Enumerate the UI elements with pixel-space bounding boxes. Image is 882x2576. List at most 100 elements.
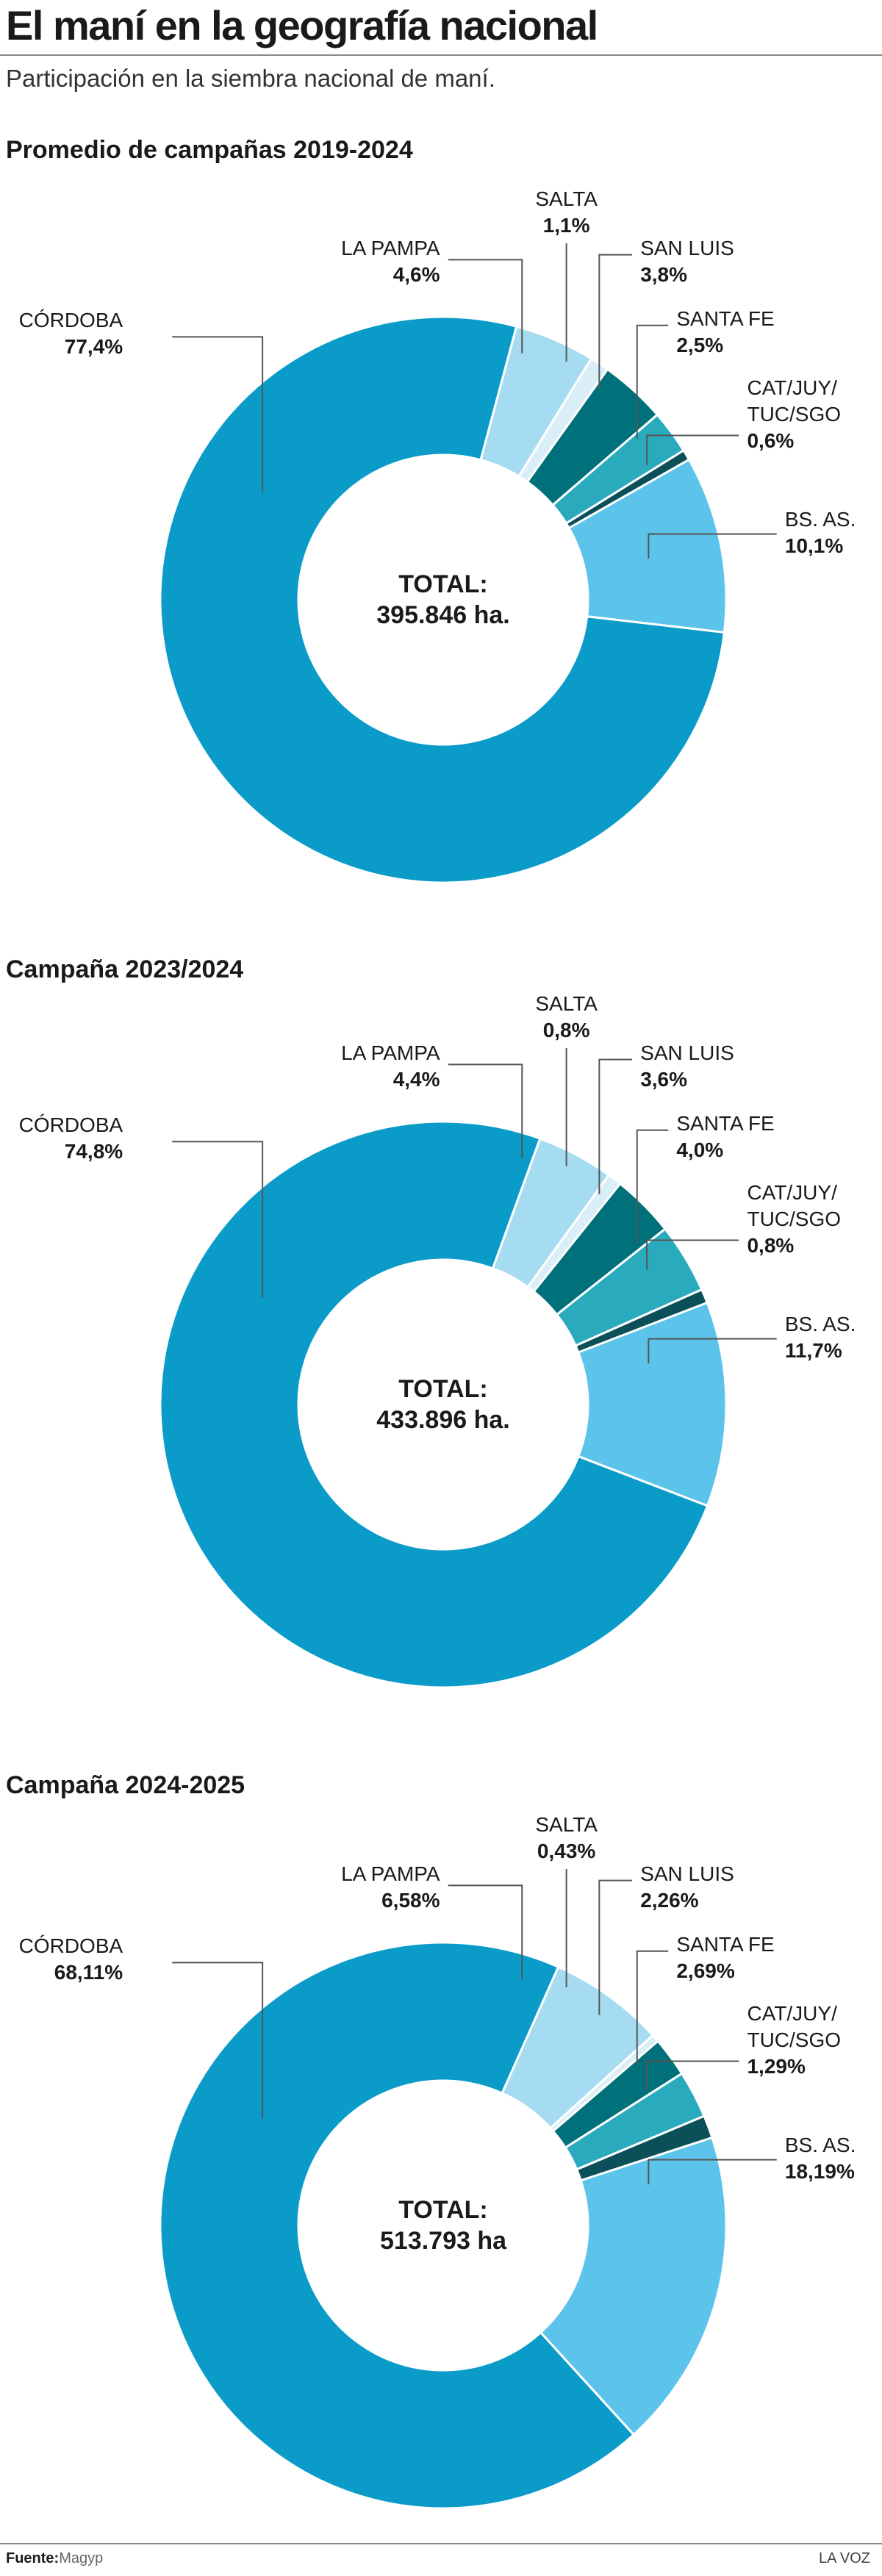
leader-line (646, 1239, 739, 1270)
rule (0, 2543, 882, 2544)
slice-label: SAN LUIS 3,8% (640, 235, 831, 288)
category-name: CÓRDOBA (18, 309, 123, 332)
chart-title: Promedio de campañas 2019-2024 (6, 136, 413, 164)
value-label: 0,8% (542, 1018, 590, 1041)
value-label: 0,43% (537, 1839, 596, 1862)
category-name: SAN LUIS (640, 1862, 734, 1885)
category-name: SAN LUIS (640, 236, 734, 259)
leader-line (448, 1063, 523, 1158)
leader-line (172, 1141, 264, 1298)
value-label: 2,5% (676, 333, 724, 356)
slice-label: BS. AS. 18,19% (785, 2132, 882, 2185)
total-label: TOTAL: (398, 570, 488, 598)
value-label: 4,4% (392, 1067, 440, 1091)
subtitle: Participación en la siembra nacional de … (6, 65, 495, 92)
slice-label: CÓRDOBA 68,11% (0, 1933, 123, 1986)
slice-label: SAN LUIS 2,26% (640, 1861, 831, 1914)
category-name: LA PAMPA (341, 236, 440, 259)
category-name: BS. AS. (784, 507, 856, 531)
value-label: 10,1% (784, 534, 844, 557)
leader-line (598, 1879, 633, 2015)
leader-line (646, 434, 739, 465)
value-label: 6,58% (381, 1888, 440, 1912)
slice-label: CAT/JUY/ TUC/SGO 0,6% (747, 375, 882, 454)
category-name: SALTA (535, 187, 598, 210)
slice-label: SAN LUIS 3,6% (640, 1040, 831, 1093)
total-label: TOTAL: (398, 1375, 488, 1403)
leader-line (448, 259, 523, 354)
donut-slice (159, 1120, 709, 1689)
category-name: SAN LUIS (640, 1041, 734, 1064)
value-label: 18,19% (784, 2159, 855, 2183)
title: El maní en la geografía nacional (6, 2, 598, 49)
category-name: SANTA FE (676, 1932, 775, 1956)
leader-line (172, 1962, 264, 2119)
value-label: 4,0% (676, 1138, 724, 1161)
donut-slice (539, 2136, 728, 2436)
leader-line (172, 336, 264, 493)
value-label: 77,4% (64, 335, 123, 359)
category-name: SALTA (535, 1812, 598, 1836)
slice-label: SALTA 0,8% (471, 991, 662, 1044)
center-total: TOTAL: 513.793 ha (296, 2195, 590, 2256)
donut-slice (159, 315, 726, 884)
leader-line (636, 1129, 669, 1244)
leader-line (598, 254, 633, 390)
value-label: 3,8% (640, 262, 688, 286)
credit: LA VOZ (818, 2550, 870, 2566)
slice-label: SANTA FE 2,69% (676, 1931, 867, 1984)
total-value: 513.793 ha (379, 2227, 507, 2255)
slice-label: CAT/JUY/ TUC/SGO 1,29% (747, 2001, 882, 2080)
category-name: LA PAMPA (341, 1862, 440, 1885)
leader-line (648, 2159, 777, 2185)
value-label: 0,6% (747, 428, 795, 452)
value-label: 3,6% (640, 1067, 688, 1091)
slice-label: BS. AS. 10,1% (785, 506, 882, 559)
total-value: 433.896 ha. (376, 1406, 510, 1434)
value-label: 11,7% (784, 1338, 842, 1362)
slice-label: SALTA 1,1% (471, 186, 662, 239)
category-name: CÓRDOBA (18, 1113, 123, 1137)
slice-label: SANTA FE 4,0% (676, 1111, 867, 1163)
donut-slice (159, 1941, 636, 2510)
slice-label: BS. AS. 11,7% (785, 1311, 882, 1364)
leader-line (448, 1884, 523, 1979)
total-value: 395.846 ha. (376, 601, 510, 629)
leader-line (636, 1950, 669, 2064)
value-label: 2,26% (640, 1888, 699, 1912)
slice-label: CAT/JUY/ TUC/SGO 0,8% (747, 1180, 882, 1259)
value-label: 0,8% (747, 1233, 795, 1257)
value-label: 68,11% (54, 1961, 123, 1984)
category-name: CAT/JUY/ TUC/SGO (747, 2001, 842, 2051)
value-label: 4,6% (392, 262, 440, 286)
source-label: Fuente: (6, 2550, 60, 2566)
category-name: SALTA (535, 991, 598, 1015)
total-label: TOTAL: (398, 2196, 488, 2224)
value-label: 1,29% (747, 2054, 806, 2078)
slice-label: LA PAMPA 6,58% (249, 1861, 440, 1914)
category-name: CÓRDOBA (18, 1934, 123, 1958)
category-name: SANTA FE (676, 1111, 775, 1135)
category-name: BS. AS. (784, 1312, 856, 1335)
center-total: TOTAL: 395.846 ha. (296, 569, 590, 631)
leader-line (646, 2060, 739, 2091)
donut-slice (576, 1301, 728, 1507)
slice-label: CÓRDOBA 74,8% (0, 1112, 123, 1165)
leader-line (636, 324, 669, 439)
leader-line (598, 1058, 633, 1194)
chart-title: Campaña 2023/2024 (6, 955, 244, 983)
slice-label: LA PAMPA 4,4% (249, 1040, 440, 1093)
value-label: 1,1% (542, 213, 590, 237)
value-label: 2,69% (676, 1959, 735, 1982)
value-label: 74,8% (64, 1140, 123, 1163)
category-name: CAT/JUY/ TUC/SGO (747, 1180, 842, 1230)
chart-title: Campaña 2024-2025 (6, 1771, 245, 1799)
leader-line (648, 1338, 777, 1364)
center-total: TOTAL: 433.896 ha. (296, 1374, 590, 1435)
category-name: CAT/JUY/ TUC/SGO (747, 376, 842, 426)
slice-label: SALTA 0,43% (471, 1812, 662, 1865)
category-name: SANTA FE (676, 306, 775, 330)
slice-label: SANTA FE 2,5% (676, 306, 867, 359)
slice-label: CÓRDOBA 77,4% (0, 307, 123, 360)
